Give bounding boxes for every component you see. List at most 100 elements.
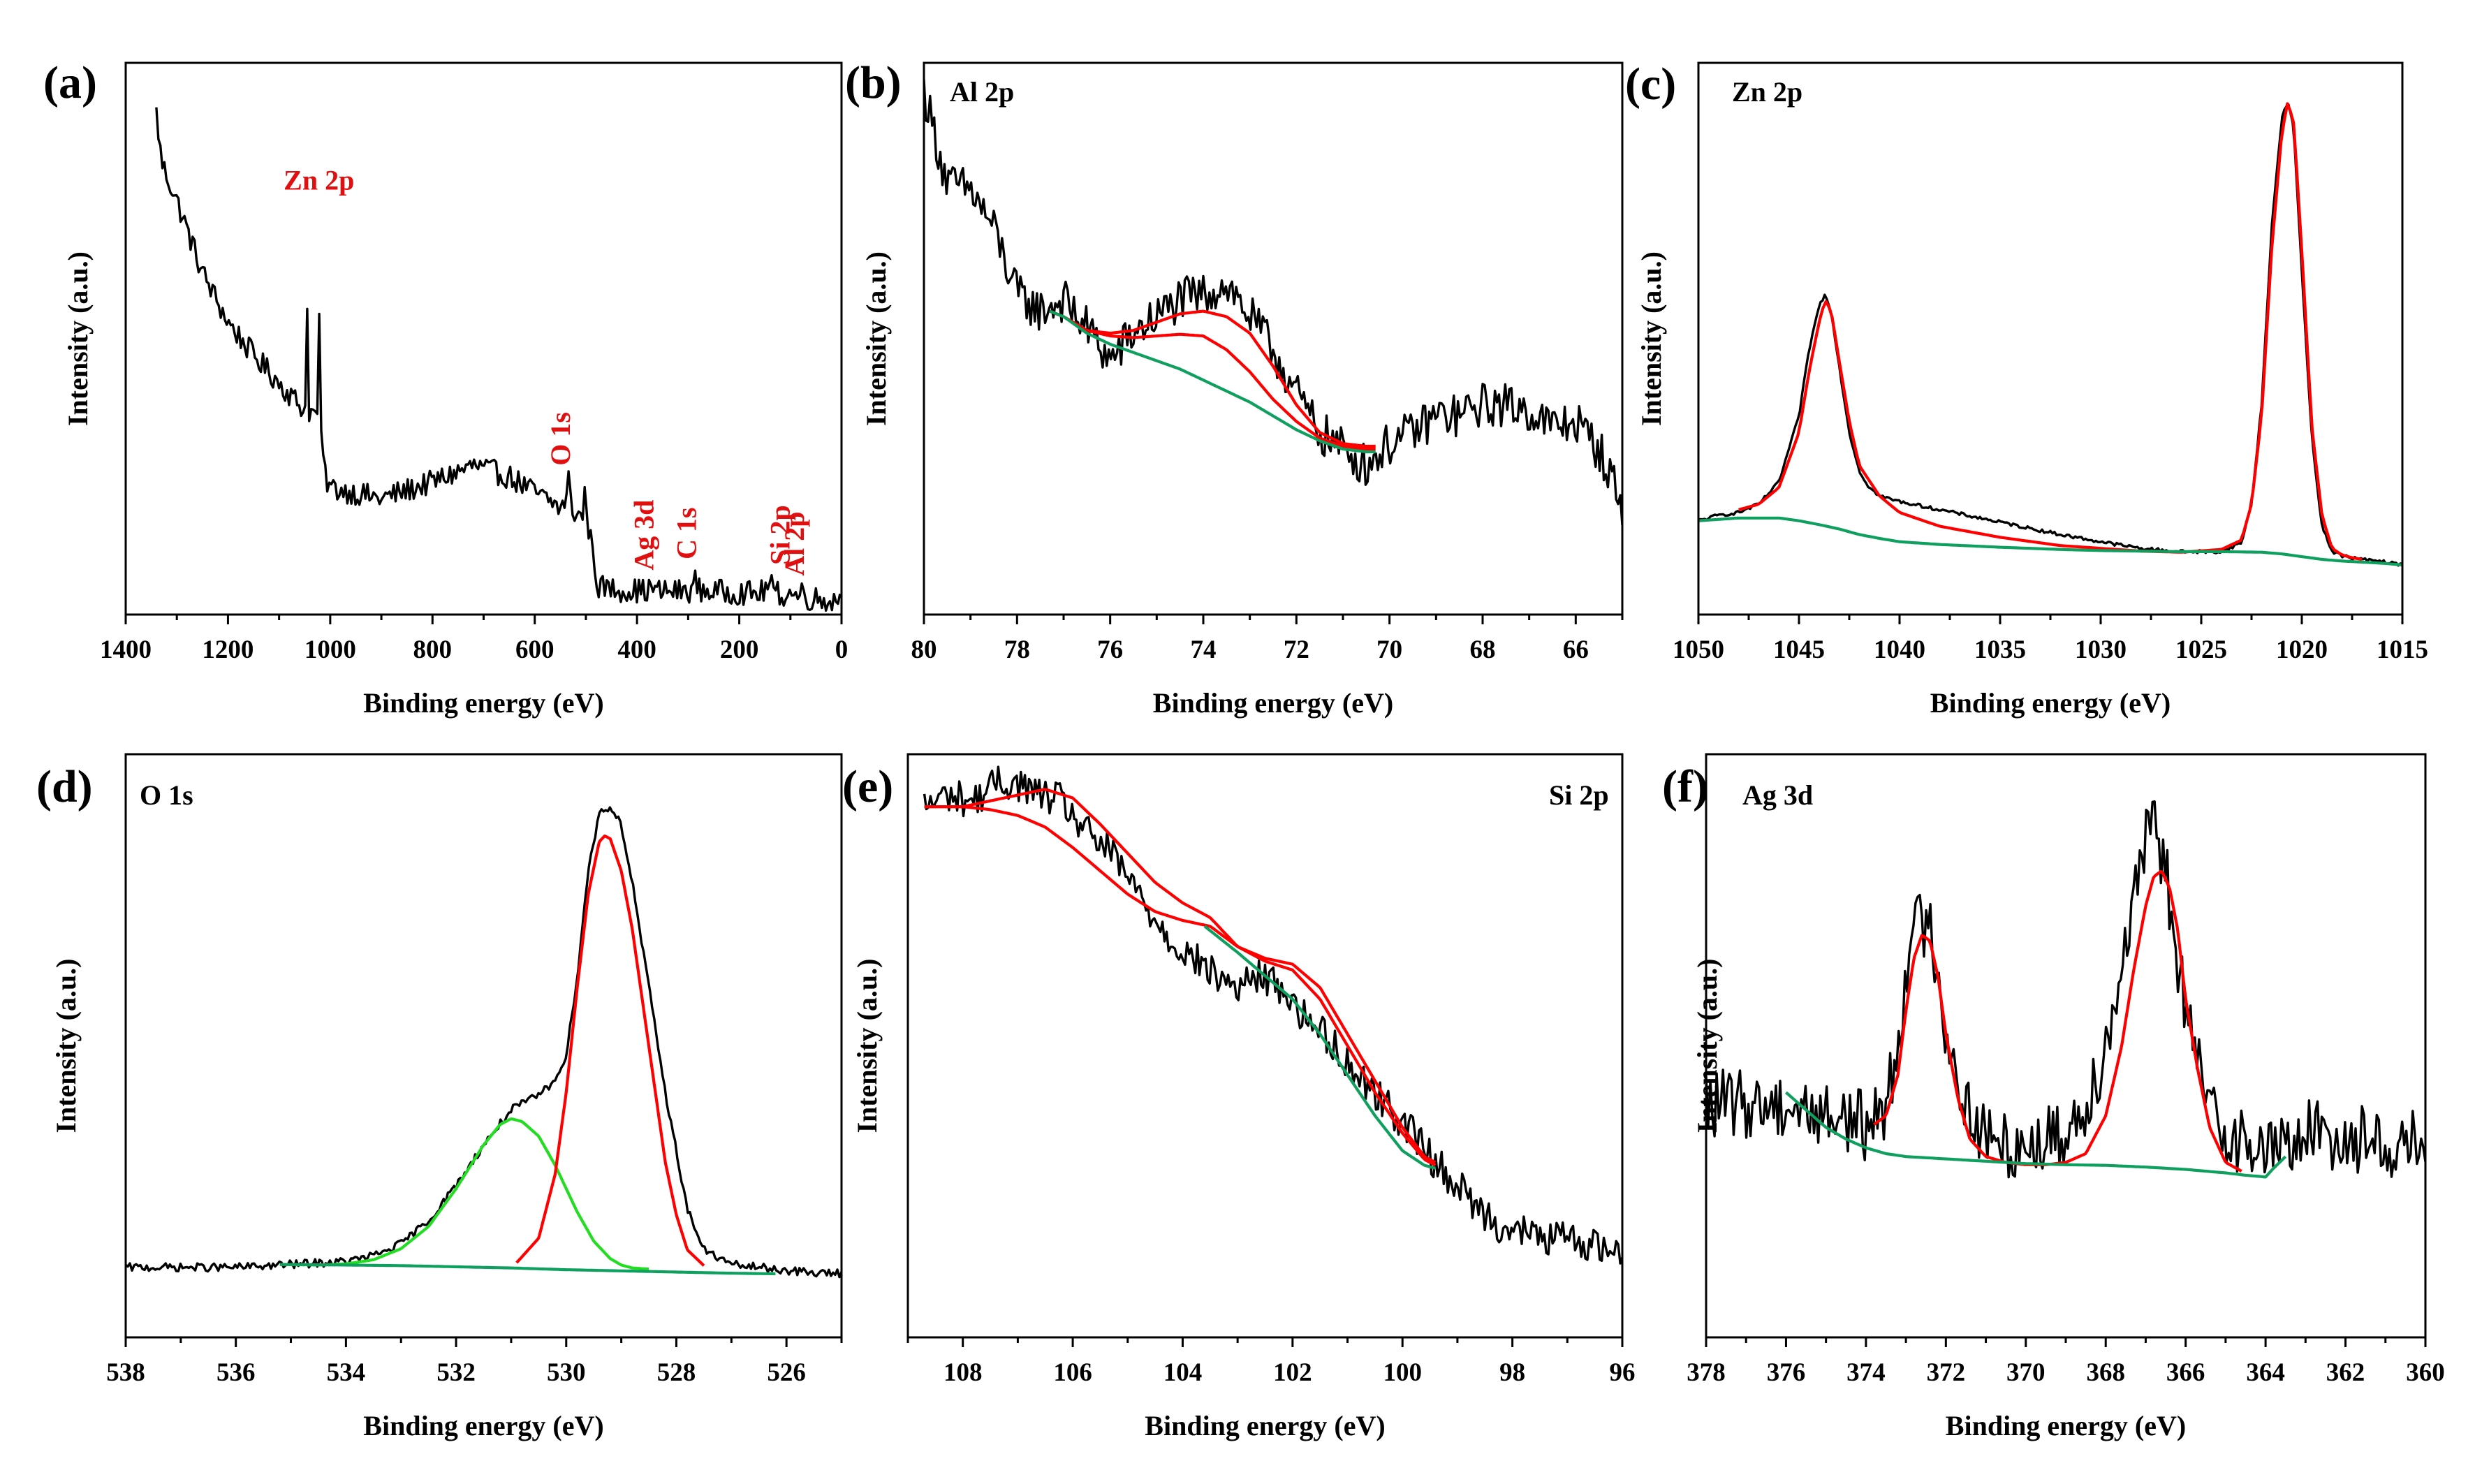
axes-frame	[124, 753, 843, 1339]
axes-frame	[923, 61, 1624, 616]
y-axis-label: Intensity (a.u.)	[1691, 958, 1723, 1133]
x-tick-label: 376	[1767, 1358, 1806, 1387]
peak-annotation: C 1s	[670, 508, 702, 559]
x-tick-label: 108	[943, 1358, 983, 1387]
x-axis-label: Binding energy (eV)	[1930, 687, 2171, 719]
panel-e: 108 106 104 102 100 98 96 Binding energy (eV) In…	[842, 753, 1636, 1441]
x-tick-label: 200	[720, 636, 759, 664]
peak-annotation: O 1s	[545, 412, 576, 466]
x-tick-label: 102	[1273, 1358, 1312, 1387]
core-level-label: O 1s	[140, 779, 193, 811]
panel-label: (f)	[1662, 761, 1708, 812]
x-tick-label: 1015	[2377, 636, 2428, 664]
x-tick-label: 534	[327, 1358, 366, 1387]
core-level-label: Si 2p	[1549, 779, 1609, 811]
x-tick-label: 1025	[2175, 636, 2227, 664]
x-tick-label: 96	[1610, 1358, 1636, 1387]
series-envelope	[924, 788, 1437, 1164]
panel-c: 1050 1045 1040 1035 1030 1025 1020 1015 Binding …	[1625, 59, 2428, 719]
y-axis-label: Intensity (a.u.)	[1636, 251, 1667, 426]
x-tick-label: 70	[1376, 636, 1402, 664]
x-axis-label: Binding energy (eV)	[363, 687, 603, 719]
x-tick-label: 0	[835, 636, 849, 664]
axes-frame	[906, 753, 1624, 1339]
plot-area	[923, 765, 1622, 1265]
x-tick-label: 1050	[1673, 636, 1724, 664]
x-tick-label: 368	[2086, 1358, 2125, 1387]
panel-a: 1400 1200 1000 800 600 400 200 0 Binding energy …	[43, 57, 848, 719]
x-tick-label: 366	[2166, 1358, 2205, 1387]
core-level-label: Al 2p	[950, 76, 1014, 108]
series-raw	[1706, 800, 2425, 1179]
x-axis-label: Binding energy (eV)	[1145, 1410, 1385, 1441]
x-axis-label: Binding energy (eV)	[1946, 1410, 2186, 1441]
x-tick-label: 800	[413, 636, 453, 664]
x-tick-label: 600	[515, 636, 555, 664]
series-component	[1049, 309, 1376, 451]
x-tick-label: 1045	[1773, 636, 1825, 664]
y-axis-label: Intensity (a.u.)	[860, 251, 892, 426]
plot-area	[155, 107, 842, 612]
plot-area	[1706, 800, 2425, 1179]
series-component-1	[515, 835, 705, 1267]
x-tick-label: 98	[1499, 1358, 1525, 1387]
series-background	[1785, 1091, 2287, 1179]
peak-annotation: Ag 3d	[629, 500, 660, 571]
x-tick-label: 1020	[2276, 636, 2328, 664]
x-tick-label: 72	[1284, 636, 1309, 664]
core-level-label: Zn 2p	[1732, 76, 1802, 108]
series-background	[279, 1263, 776, 1276]
x-tick-label: 76	[1097, 636, 1123, 664]
x-tick-label: 106	[1053, 1358, 1092, 1387]
x-tick-label: 372	[1927, 1358, 1966, 1387]
series-envelope	[1049, 309, 1376, 448]
x-tick-label: 78	[1004, 636, 1030, 664]
x-tick-label: 74	[1191, 636, 1217, 664]
series-component	[924, 805, 1437, 1167]
panel-label: (b)	[845, 57, 902, 108]
core-level-label: Ag 3d	[1742, 779, 1813, 811]
panel-label: (a)	[43, 57, 97, 108]
x-tick-label: 1030	[2075, 636, 2127, 664]
x-tick-label: 400	[617, 636, 656, 664]
peak-annotation: Zn 2p	[284, 165, 354, 196]
plot-area	[1698, 102, 2402, 567]
x-tick-label: 1200	[202, 636, 254, 664]
series-background	[1049, 309, 1376, 454]
panel-d: 538 536 534 532 530 528 526 Binding energy (eV)…	[36, 753, 843, 1441]
series-raw	[923, 765, 1622, 1265]
x-tick-label: 364	[2246, 1358, 2285, 1387]
panel-label: (d)	[36, 761, 93, 812]
x-tick-label: 1035	[1974, 636, 2026, 664]
series-raw	[924, 79, 1622, 526]
x-tick-label: 532	[436, 1358, 476, 1387]
y-axis-label: Intensity (a.u.)	[62, 251, 94, 426]
x-tick-label: 374	[1846, 1358, 1886, 1387]
x-tick-label: 66	[1563, 636, 1589, 664]
x-tick-label: 362	[2326, 1358, 2365, 1387]
panel-label: (c)	[1625, 59, 1676, 110]
x-tick-label: 370	[2006, 1358, 2046, 1387]
peak-annotation: Si 2p	[764, 505, 795, 565]
y-axis-label: Intensity (a.u.)	[851, 958, 883, 1133]
x-tick-label: 1040	[1874, 636, 1925, 664]
series-background	[1203, 925, 1436, 1170]
x-tick-label: 80	[911, 636, 937, 664]
x-tick-label: 100	[1383, 1358, 1422, 1387]
plot-area	[126, 806, 842, 1279]
series-background	[1698, 516, 2402, 566]
series-fit	[1738, 102, 2363, 561]
x-tick-label: 68	[1470, 636, 1496, 664]
peak-annotation: Al 2p	[779, 511, 810, 575]
y-axis-label: Intensity (a.u.)	[50, 958, 82, 1133]
x-tick-label: 1000	[304, 636, 356, 664]
x-tick-label: 360	[2406, 1358, 2445, 1387]
panel-label: (e)	[842, 761, 893, 812]
x-tick-label: 526	[767, 1358, 806, 1387]
x-tick-label: 1400	[100, 636, 152, 664]
x-tick-label: 378	[1687, 1358, 1726, 1387]
x-tick-label: 528	[657, 1358, 696, 1387]
x-axis-label: Binding energy (eV)	[363, 1410, 603, 1441]
x-tick-label: 530	[547, 1358, 586, 1387]
